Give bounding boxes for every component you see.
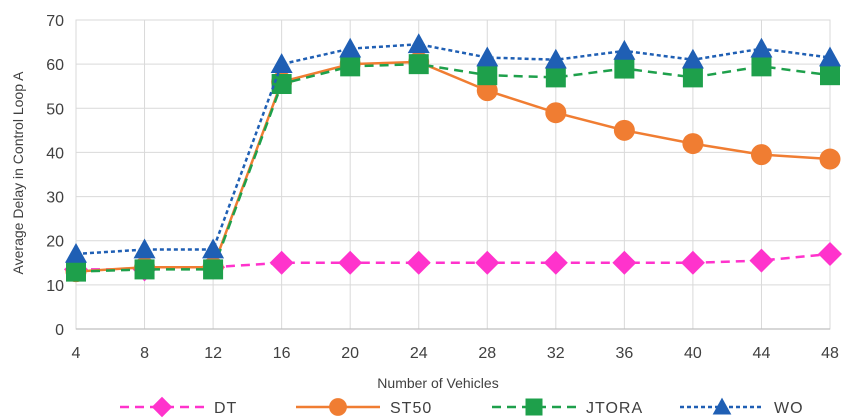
data-point-st50: [750, 144, 772, 166]
data-point-st50: [613, 119, 635, 141]
series-group: [64, 33, 842, 283]
legend-label-wo: WO: [774, 400, 804, 417]
data-point-dt: [818, 241, 842, 266]
axes: [75, 19, 831, 330]
data-point-dt: [338, 250, 363, 275]
y-axis-title: Average Delay in Control Loop A: [10, 71, 26, 275]
legend-label-jtora: JTORA: [586, 400, 643, 417]
y-tick-label: 0: [55, 322, 64, 339]
x-tick-label: 12: [204, 345, 222, 362]
data-point-jtora: [545, 67, 566, 88]
data-point-dt: [680, 250, 705, 275]
data-point-st50: [819, 148, 841, 170]
data-point-dt: [543, 250, 568, 275]
series-wo: [65, 33, 841, 263]
data-point-dt: [612, 250, 637, 275]
y-tick-label: 20: [46, 234, 64, 251]
legend-item-st50: ST50: [296, 398, 432, 417]
data-point-dt: [749, 248, 774, 273]
legend-marker-jtora: [525, 398, 543, 416]
data-point-jtora: [820, 65, 840, 86]
data-point-wo: [681, 48, 704, 69]
y-tick-label: 30: [46, 190, 64, 207]
y-tick-label: 70: [46, 13, 64, 30]
x-tick-label: 20: [341, 345, 359, 362]
data-point-wo: [750, 37, 773, 58]
data-point-wo: [407, 33, 430, 54]
data-point-wo: [613, 39, 636, 60]
data-point-dt: [475, 250, 500, 275]
data-point-wo: [202, 238, 225, 259]
legend-item-wo: WO: [680, 397, 804, 417]
legend-label-st50: ST50: [390, 400, 432, 417]
series-line-jtora: [75, 62, 831, 273]
y-tick-label: 10: [46, 278, 64, 295]
x-tick-label: 28: [478, 345, 496, 362]
data-point-jtora: [614, 58, 635, 79]
legend-item-dt: DT: [120, 396, 237, 418]
data-point-jtora: [203, 259, 224, 280]
x-tick-label: 8: [140, 345, 149, 362]
data-point-st50: [682, 133, 704, 155]
x-tick-label: 32: [547, 345, 565, 362]
legend-marker-dt: [151, 396, 173, 418]
data-point-jtora: [408, 54, 429, 75]
x-tick-label: 4: [72, 345, 81, 362]
series-line-st50: [75, 60, 831, 273]
x-tick-label: 44: [753, 345, 771, 362]
data-point-wo: [544, 48, 567, 69]
x-axis-title: Number of Vehicles: [377, 375, 498, 391]
data-point-wo: [65, 242, 87, 263]
legend-item-jtora: JTORA: [492, 398, 643, 417]
data-point-st50: [476, 80, 498, 102]
data-point-wo: [270, 53, 293, 73]
data-point-jtora: [340, 56, 361, 77]
data-point-jtora: [751, 56, 772, 77]
legend-marker-wo: [712, 397, 732, 415]
y-tick-label: 60: [46, 57, 64, 74]
x-tick-labels: 4 8 12 16 20 24 28 32 36 40 44 48: [72, 345, 839, 362]
data-point-wo: [819, 46, 841, 67]
x-tick-label: 16: [273, 345, 291, 362]
x-tick-label: 40: [684, 345, 702, 362]
data-point-dt: [269, 250, 294, 275]
y-tick-label: 40: [46, 145, 64, 162]
x-tick-label: 36: [615, 345, 633, 362]
data-point-dt: [406, 250, 431, 275]
legend-label-dt: DT: [214, 400, 237, 417]
data-point-jtora: [66, 261, 86, 282]
data-point-jtora: [477, 65, 498, 86]
y-tick-label: 50: [46, 101, 64, 118]
x-tick-label: 48: [821, 345, 839, 362]
data-point-jtora: [682, 67, 703, 88]
data-point-wo: [133, 238, 156, 259]
data-point-jtora: [271, 74, 292, 95]
data-point-st50: [545, 102, 567, 124]
series-jtora: [66, 54, 840, 282]
legend-marker-st50: [329, 398, 347, 416]
data-point-wo: [339, 37, 362, 58]
data-point-jtora: [134, 259, 155, 280]
legend: DT ST50 JTORA WO: [120, 396, 804, 418]
x-tick-label: 24: [410, 345, 428, 362]
data-point-wo: [476, 46, 499, 67]
plot-area: [76, 20, 830, 329]
y-tick-labels: 0 10 20 30 40 50 60 70: [46, 13, 64, 339]
